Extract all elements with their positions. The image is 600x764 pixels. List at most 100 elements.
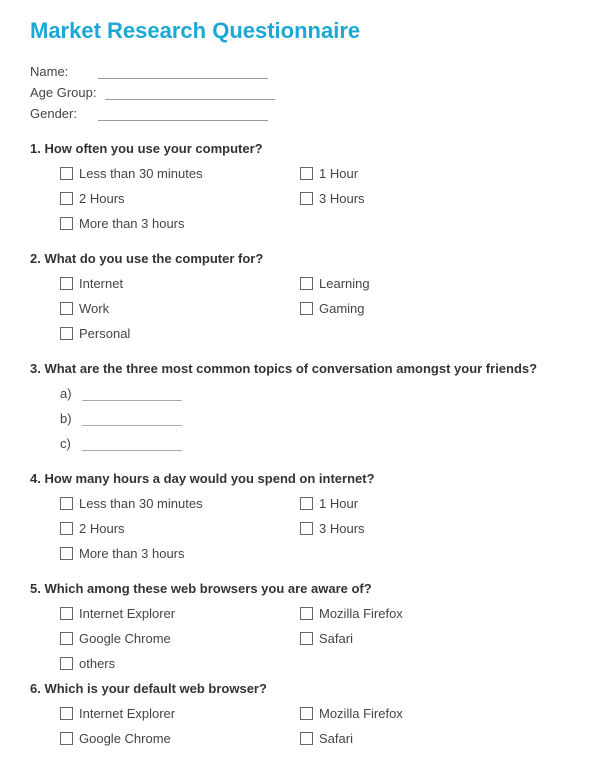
option-label: 3 Hours	[319, 521, 365, 536]
q6-option: Internet Explorer	[60, 706, 300, 721]
option-label: 2 Hours	[79, 521, 125, 536]
option-label: More than 3 hours	[79, 216, 185, 231]
q4-text: 4. How many hours a day would you spend …	[30, 471, 570, 486]
age-input[interactable]	[105, 86, 275, 100]
option-label: 3 Hours	[319, 191, 365, 206]
q3-row-a: a)	[60, 386, 570, 401]
checkbox[interactable]	[300, 632, 313, 645]
checkbox[interactable]	[60, 707, 73, 720]
q3-input-a[interactable]	[82, 387, 182, 401]
q3-row-c: c)	[60, 436, 570, 451]
q1-option: 1 Hour	[300, 166, 500, 181]
q1-option: 3 Hours	[300, 191, 500, 206]
gender-label: Gender:	[30, 106, 90, 121]
q6-option: Safari	[300, 731, 500, 746]
q5-option: Safari	[300, 631, 500, 646]
q3-input-b[interactable]	[82, 412, 182, 426]
option-label: others	[79, 656, 115, 671]
q4-option: 1 Hour	[300, 496, 500, 511]
option-label: Less than 30 minutes	[79, 166, 203, 181]
option-label: Internet Explorer	[79, 706, 175, 721]
checkbox[interactable]	[60, 522, 73, 535]
option-label: Internet	[79, 276, 123, 291]
q6-options: Internet Explorer Mozilla Firefox Google…	[60, 706, 570, 746]
q4-option: 3 Hours	[300, 521, 500, 536]
option-label: Safari	[319, 631, 353, 646]
q6-option: Mozilla Firefox	[300, 706, 500, 721]
q3-text: 3. What are the three most common topics…	[30, 361, 570, 376]
page-title: Market Research Questionnaire	[30, 18, 570, 44]
checkbox[interactable]	[300, 607, 313, 620]
q2-option: Learning	[300, 276, 500, 291]
option-label: Safari	[319, 731, 353, 746]
checkbox[interactable]	[60, 327, 73, 340]
option-label: Internet Explorer	[79, 606, 175, 621]
q2-option: Personal	[60, 326, 500, 341]
q3-label: b)	[60, 411, 74, 426]
checkbox[interactable]	[300, 302, 313, 315]
q1-option: 2 Hours	[60, 191, 300, 206]
checkbox[interactable]	[60, 547, 73, 560]
q5-options: Internet Explorer Mozilla Firefox Google…	[60, 606, 570, 671]
checkbox[interactable]	[60, 632, 73, 645]
q3-row-b: b)	[60, 411, 570, 426]
q2-option: Internet	[60, 276, 300, 291]
checkbox[interactable]	[60, 192, 73, 205]
q1-option: Less than 30 minutes	[60, 166, 300, 181]
q2-option: Gaming	[300, 301, 500, 316]
option-label: Mozilla Firefox	[319, 706, 403, 721]
checkbox[interactable]	[300, 732, 313, 745]
checkbox[interactable]	[300, 277, 313, 290]
option-label: Gaming	[319, 301, 365, 316]
checkbox[interactable]	[300, 167, 313, 180]
q5-option: Internet Explorer	[60, 606, 300, 621]
checkbox[interactable]	[60, 657, 73, 670]
q3-input-c[interactable]	[82, 437, 182, 451]
checkbox[interactable]	[60, 497, 73, 510]
q4-options: Less than 30 minutes 1 Hour 2 Hours 3 Ho…	[60, 496, 570, 561]
q5-option: others	[60, 656, 500, 671]
checkbox[interactable]	[60, 277, 73, 290]
checkbox[interactable]	[60, 732, 73, 745]
option-label: Work	[79, 301, 109, 316]
q4-option: Less than 30 minutes	[60, 496, 300, 511]
option-label: Google Chrome	[79, 631, 171, 646]
q3-label: a)	[60, 386, 74, 401]
age-row: Age Group:	[30, 85, 570, 100]
checkbox[interactable]	[60, 217, 73, 230]
option-label: More than 3 hours	[79, 546, 185, 561]
age-label: Age Group:	[30, 85, 97, 100]
option-label: 1 Hour	[319, 166, 358, 181]
q1-text: 1. How often you use your computer?	[30, 141, 570, 156]
option-label: Google Chrome	[79, 731, 171, 746]
q2-options: Internet Learning Work Gaming Personal	[60, 276, 570, 341]
name-input[interactable]	[98, 65, 268, 79]
name-label: Name:	[30, 64, 90, 79]
q4-option: More than 3 hours	[60, 546, 500, 561]
option-label: Learning	[319, 276, 370, 291]
q3-answers: a) b) c)	[60, 386, 570, 451]
checkbox[interactable]	[300, 707, 313, 720]
checkbox[interactable]	[60, 302, 73, 315]
q6-text: 6. Which is your default web browser?	[30, 681, 570, 696]
q5-text: 5. Which among these web browsers you ar…	[30, 581, 570, 596]
q2-text: 2. What do you use the computer for?	[30, 251, 570, 266]
q1-option: More than 3 hours	[60, 216, 500, 231]
gender-row: Gender:	[30, 106, 570, 121]
q5-option: Google Chrome	[60, 631, 300, 646]
checkbox[interactable]	[300, 522, 313, 535]
q6-option: Google Chrome	[60, 731, 300, 746]
option-label: Mozilla Firefox	[319, 606, 403, 621]
option-label: Personal	[79, 326, 130, 341]
q1-options: Less than 30 minutes 1 Hour 2 Hours 3 Ho…	[60, 166, 570, 231]
checkbox[interactable]	[300, 497, 313, 510]
checkbox[interactable]	[300, 192, 313, 205]
q3-label: c)	[60, 436, 74, 451]
option-label: 2 Hours	[79, 191, 125, 206]
q5-option: Mozilla Firefox	[300, 606, 500, 621]
checkbox[interactable]	[60, 167, 73, 180]
q2-option: Work	[60, 301, 300, 316]
checkbox[interactable]	[60, 607, 73, 620]
gender-input[interactable]	[98, 107, 268, 121]
option-label: 1 Hour	[319, 496, 358, 511]
